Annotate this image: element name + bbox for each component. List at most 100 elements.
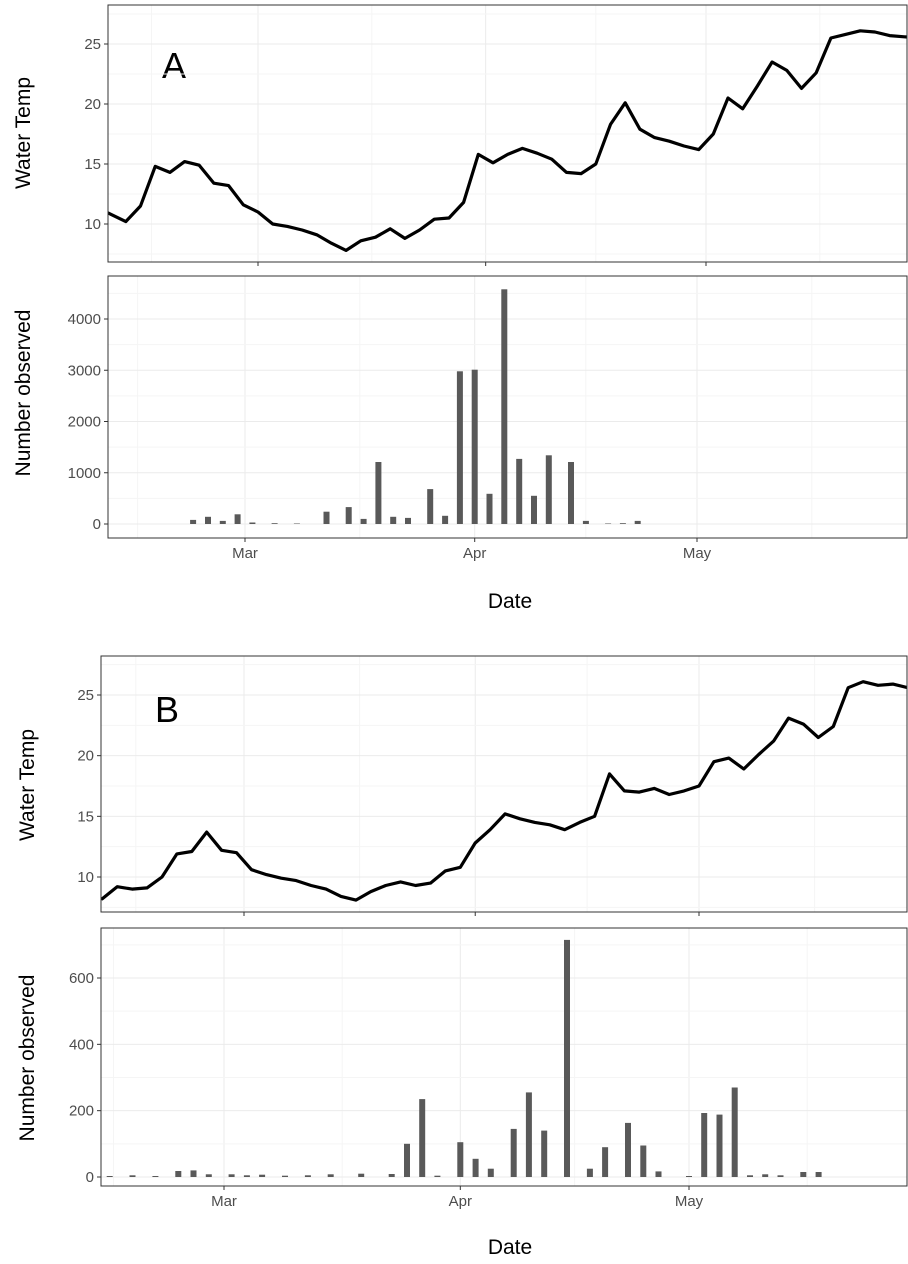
y-tick-label: 10 bbox=[84, 216, 101, 233]
count-bar bbox=[419, 1099, 426, 1177]
count-bar bbox=[271, 523, 278, 524]
plot-a-line: 10 15 20 25 bbox=[84, 4, 908, 266]
count-bar bbox=[358, 1173, 365, 1177]
count-bar bbox=[190, 1170, 197, 1177]
y-tick-label: 600 bbox=[69, 970, 94, 987]
count-bar bbox=[531, 495, 537, 524]
y-tick-label: 20 bbox=[84, 96, 101, 113]
data-layer bbox=[108, 29, 907, 252]
y-tick-label: 3000 bbox=[68, 362, 101, 379]
y-tick-label: 4000 bbox=[68, 311, 101, 328]
panel-border bbox=[107, 275, 908, 539]
count-bar bbox=[545, 455, 552, 524]
panel-border bbox=[107, 4, 908, 263]
data-layer bbox=[190, 289, 641, 524]
panel-b-letter: B bbox=[155, 689, 179, 730]
panel-border bbox=[100, 927, 908, 1187]
count-bar bbox=[619, 523, 626, 524]
count-bar bbox=[815, 1172, 822, 1177]
count-bar bbox=[345, 507, 352, 524]
panel-a-xlabel: Date bbox=[488, 590, 532, 613]
count-bar bbox=[586, 1168, 593, 1177]
count-bar bbox=[800, 1172, 807, 1177]
y-tick-label: 25 bbox=[77, 687, 94, 704]
count-bar bbox=[175, 1171, 182, 1177]
count-bar bbox=[457, 1142, 464, 1177]
count-bar bbox=[564, 939, 570, 1177]
count-bar bbox=[501, 289, 508, 524]
count-bar bbox=[525, 1092, 532, 1177]
count-bar bbox=[205, 1174, 212, 1177]
count-bar bbox=[293, 523, 300, 524]
data-layer bbox=[106, 939, 822, 1177]
panel-border bbox=[100, 655, 908, 913]
count-bar bbox=[602, 1147, 609, 1177]
panel-b-temp-ylabel: Water Temp bbox=[16, 729, 39, 841]
count-bar bbox=[640, 1145, 647, 1177]
count-bar bbox=[405, 517, 411, 524]
count-bar bbox=[516, 458, 523, 524]
count-bar bbox=[219, 520, 226, 524]
temperature-line bbox=[101, 680, 907, 902]
panel-a-temp-ylabel: Water Temp bbox=[12, 77, 35, 189]
count-bar bbox=[234, 514, 241, 524]
count-bar bbox=[777, 1175, 784, 1177]
count-bar bbox=[582, 520, 589, 524]
y-tick-label: 15 bbox=[84, 156, 101, 173]
y-tick-label: 2000 bbox=[68, 414, 101, 431]
count-bar bbox=[388, 1174, 395, 1177]
plot-b-line: 10 15 20 25 bbox=[77, 655, 908, 916]
count-bar bbox=[427, 489, 434, 524]
count-bar bbox=[762, 1174, 769, 1177]
count-bar bbox=[471, 369, 478, 524]
temperature-line bbox=[108, 29, 907, 252]
count-bar bbox=[327, 1174, 334, 1177]
count-bar bbox=[731, 1087, 738, 1177]
y-tick-label: 10 bbox=[77, 869, 94, 886]
plot-layer: 10 15 20 25 Mar Apr May 0 1000 2000 3000 4000 10 15 20… bbox=[68, 4, 908, 1210]
count-bar bbox=[747, 1175, 753, 1177]
plot-a-bar: Mar Apr May 0 1000 2000 3000 4000 bbox=[68, 275, 908, 562]
x-tick-label: May bbox=[675, 1193, 704, 1210]
x-tick-label: Apr bbox=[449, 1193, 472, 1210]
count-bar bbox=[568, 462, 574, 524]
count-bar bbox=[487, 1168, 494, 1177]
count-bar bbox=[228, 1174, 235, 1177]
y-tick-label: 1000 bbox=[68, 465, 101, 482]
count-bar bbox=[541, 1130, 548, 1177]
count-bar bbox=[716, 1114, 723, 1177]
panel-b-count-ylabel: Number observed bbox=[16, 975, 39, 1142]
y-tick-label: 400 bbox=[69, 1036, 94, 1053]
panel-b-xlabel: Date bbox=[488, 1236, 532, 1259]
y-tick-label: 200 bbox=[69, 1103, 94, 1120]
count-bar bbox=[375, 462, 382, 524]
count-bar bbox=[129, 1175, 136, 1177]
count-bar bbox=[205, 516, 211, 524]
count-bar bbox=[259, 1174, 266, 1177]
count-bar bbox=[360, 518, 367, 524]
panel-a-count-ylabel: Number observed bbox=[12, 310, 35, 477]
count-bar bbox=[249, 522, 256, 524]
panel-a-letter: A bbox=[162, 45, 186, 86]
x-tick-label: Mar bbox=[211, 1193, 237, 1210]
y-tick-label: 15 bbox=[77, 808, 94, 825]
count-bar bbox=[106, 1176, 113, 1177]
y-tick-label: 20 bbox=[77, 748, 94, 765]
count-bar bbox=[390, 516, 397, 524]
count-bar bbox=[456, 371, 463, 524]
x-tick-label: Mar bbox=[232, 545, 258, 562]
count-bar bbox=[486, 493, 493, 524]
count-bar bbox=[605, 523, 612, 524]
y-tick-label: 25 bbox=[84, 36, 101, 53]
count-bar bbox=[243, 1175, 250, 1177]
count-bar bbox=[510, 1128, 517, 1177]
x-tick-label: May bbox=[683, 545, 712, 562]
plot-b-bar: Mar Apr May 0 200 400 600 bbox=[69, 927, 908, 1210]
data-layer bbox=[101, 680, 907, 902]
count-bar bbox=[152, 1176, 159, 1177]
y-tick-label: 0 bbox=[86, 1169, 94, 1186]
count-bar bbox=[701, 1113, 708, 1177]
count-bar bbox=[625, 1122, 631, 1177]
count-bar bbox=[404, 1143, 410, 1177]
count-bar bbox=[304, 1175, 311, 1177]
